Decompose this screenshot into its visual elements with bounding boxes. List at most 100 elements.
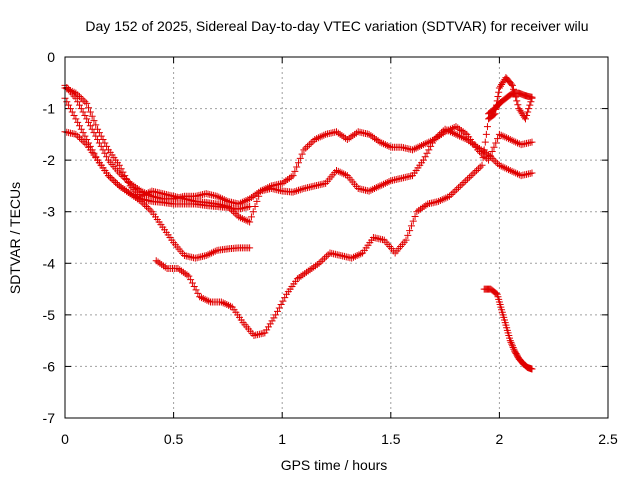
data-point [221, 300, 229, 308]
data-point [117, 183, 125, 191]
data-point [77, 105, 85, 113]
data-point [228, 206, 236, 214]
data-point [209, 248, 217, 256]
data-point [440, 195, 448, 203]
data-point [272, 311, 280, 319]
data-point [75, 122, 83, 130]
data-point [503, 165, 511, 173]
data-point [528, 138, 536, 146]
data-point [302, 268, 310, 276]
series-arc-3 [61, 128, 254, 262]
data-point [235, 200, 243, 208]
data-point [372, 136, 380, 144]
data-point [301, 270, 309, 278]
data-point [407, 222, 415, 230]
data-point [74, 118, 82, 126]
data-point [314, 134, 322, 142]
data-point [302, 144, 310, 152]
series-arc-2 [61, 81, 536, 208]
data-point [445, 192, 453, 200]
plot-frame [64, 56, 609, 419]
data-point [247, 213, 255, 221]
data-point [513, 97, 521, 105]
data-point [304, 142, 312, 150]
data-point [413, 208, 421, 216]
data-point [83, 99, 91, 107]
data-point [483, 154, 491, 162]
data-point [525, 105, 533, 113]
data-point [488, 148, 496, 156]
data-point [510, 137, 518, 145]
data-point [526, 101, 534, 109]
data-point [333, 128, 340, 136]
data-point [465, 173, 473, 181]
y-tick-label: -1 [43, 101, 56, 117]
data-point [495, 161, 503, 169]
data-point [336, 168, 344, 176]
data-point [65, 86, 73, 94]
data-point [474, 146, 482, 154]
data-point [68, 87, 76, 95]
data-point [506, 337, 514, 345]
data-point [202, 252, 210, 260]
data-point [508, 167, 516, 175]
data-point [133, 195, 141, 203]
data-point [447, 191, 455, 199]
data-point [176, 266, 184, 274]
data-point [262, 185, 270, 193]
data-point [451, 187, 459, 195]
data-point [256, 187, 264, 195]
x-tick-label: 0 [61, 431, 69, 447]
data-point [141, 191, 149, 199]
data-point [266, 183, 274, 191]
data-point [101, 149, 109, 157]
data-point [372, 184, 380, 192]
data-point [504, 166, 512, 174]
data-point [187, 276, 195, 284]
data-point [412, 144, 420, 152]
y-tick-label: -4 [43, 255, 56, 271]
data-point [181, 270, 189, 278]
data-point [447, 125, 455, 133]
data-point [66, 87, 74, 95]
data-point [273, 307, 281, 315]
data-point [485, 156, 493, 164]
data-point [376, 182, 384, 190]
data-point [77, 94, 85, 102]
data-point [133, 189, 141, 197]
data-point [528, 93, 536, 101]
data-point [306, 266, 314, 274]
data-point [240, 197, 248, 205]
data-point [504, 135, 512, 143]
data-point [294, 159, 302, 167]
data-point [119, 168, 127, 176]
data-point [77, 125, 85, 133]
data-point [264, 323, 272, 331]
data-point [190, 282, 198, 290]
data-point [142, 203, 150, 211]
data-point [503, 134, 511, 142]
data-point [231, 209, 239, 217]
x-tick-label: 2.5 [598, 431, 618, 447]
data-point [103, 142, 111, 150]
data-point [297, 272, 305, 280]
data-point [416, 205, 424, 213]
data-point [474, 165, 482, 173]
data-point [406, 227, 414, 235]
data-point [374, 137, 382, 145]
data-point [238, 215, 246, 223]
data-point [376, 138, 384, 146]
data-point [152, 257, 160, 265]
data-point [334, 129, 342, 137]
data-point [459, 134, 467, 142]
data-point [217, 194, 225, 202]
data-point [144, 189, 152, 197]
data-point [422, 201, 430, 209]
data-point [464, 175, 472, 183]
data-point [481, 138, 489, 146]
data-point [128, 191, 136, 199]
data-point [79, 129, 87, 137]
data-point [99, 136, 107, 144]
data-point [88, 112, 96, 120]
data-point [161, 263, 169, 271]
